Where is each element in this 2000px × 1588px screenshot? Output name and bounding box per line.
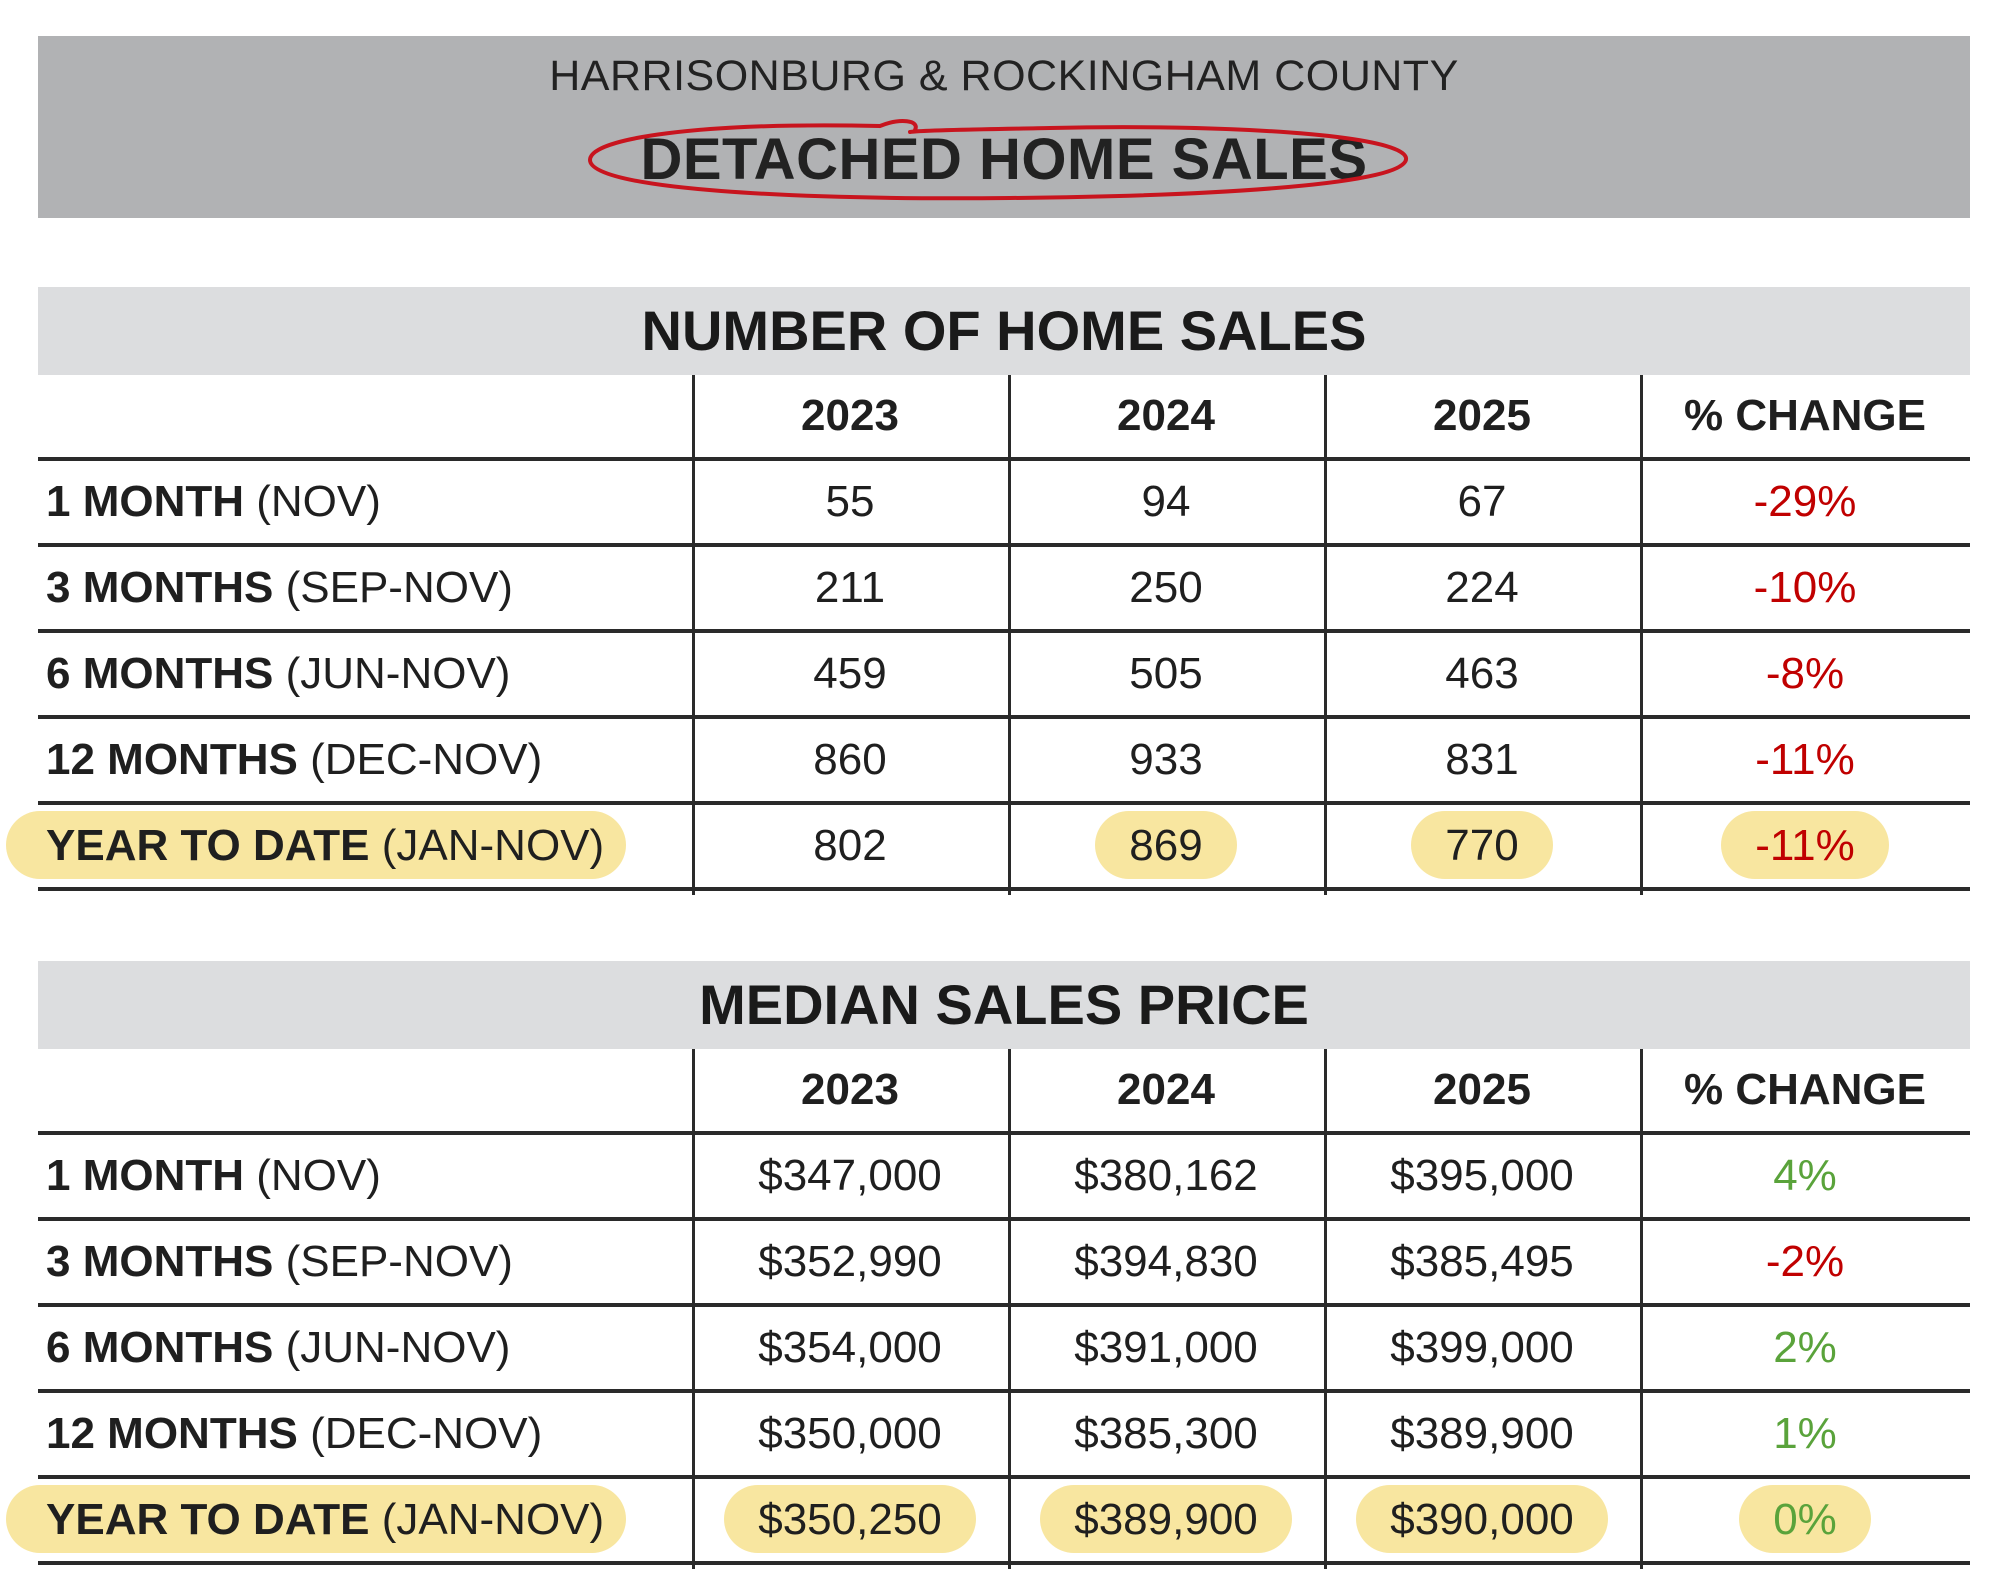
percent-change: -8% [1765,649,1845,698]
table-row: 12 MONTHS (DEC-NOV) $350,000 $385,300 $3… [38,1393,1970,1479]
row-label: 1 MONTH [46,477,244,526]
row-period: (NOV) [256,477,381,526]
row-period: (SEP-NOV) [285,563,513,612]
percent-change: 4% [1773,1151,1837,1200]
sales-table-header: 2023 2024 2025 % CHANGE [38,375,1970,461]
percent-change: -29% [1753,477,1857,526]
column-divider [1324,375,1327,895]
col-header-2024: 2024 [1117,391,1215,440]
price-table: 2023 2024 2025 % CHANGE 1 MONTH (NOV) $3… [5,1049,1970,1569]
value-2025: 831 [1445,735,1519,784]
row-label: 1 MONTH [46,1151,244,1200]
table-row: 3 MONTHS (SEP-NOV) $352,990 $394,830 $38… [38,1221,1970,1307]
col-header-change: % CHANGE [1683,391,1927,440]
column-divider [1324,1049,1327,1569]
percent-change-highlighted: -11% [1721,811,1890,879]
row-label: 6 MONTHS [46,649,274,698]
value-2024: $394,830 [1074,1237,1258,1286]
value-2024-highlighted: 869 [1095,811,1238,879]
row-period: (NOV) [256,1151,381,1200]
value-2024-highlighted: $389,900 [1040,1485,1292,1553]
column-divider [692,1049,695,1569]
highlighted-row-label: YEAR TO DATE (JAN-NOV) [5,811,627,879]
table-row-ytd: YEAR TO DATE (JAN-NOV) $350,250 $389,900… [5,1479,1970,1565]
row-period: (JUN-NOV) [285,1323,511,1372]
row-label: 12 MONTHS [46,1409,298,1458]
table-row-ytd: YEAR TO DATE (JAN-NOV) 802 869 770 -11% [5,805,1970,891]
row-label: 12 MONTHS [46,735,298,784]
header-subtitle: HARRISONBURG & ROCKINGHAM COUNTY [549,52,1459,100]
value-2024: $385,300 [1074,1409,1258,1458]
row-label: YEAR TO DATE [46,1495,370,1544]
value-2024: $391,000 [1074,1323,1258,1372]
row-label: YEAR TO DATE [46,821,370,870]
value-2023: 211 [814,563,886,612]
row-period: (SEP-NOV) [285,1237,513,1286]
value-2023: 459 [813,649,887,698]
value-2025: $395,000 [1390,1151,1574,1200]
value-2023: 860 [813,735,887,784]
column-divider [692,375,695,895]
value-2025: 224 [1445,563,1519,612]
value-2025: $399,000 [1390,1323,1574,1372]
col-header-2025: 2025 [1433,1065,1531,1114]
value-2025: 463 [1445,649,1519,698]
row-label: 3 MONTHS [46,1237,274,1286]
col-header-2025: 2025 [1433,391,1531,440]
percent-change: -11% [1755,735,1855,784]
value-2023: 55 [825,477,875,526]
value-2025-highlighted: $390,000 [1356,1485,1608,1553]
table-row: 1 MONTH (NOV) $347,000 $380,162 $395,000… [38,1135,1970,1221]
col-header-change: % CHANGE [1683,1065,1927,1114]
sales-table: 2023 2024 2025 % CHANGE 1 MONTH (NOV) 55… [5,375,1970,895]
col-header-2023: 2023 [801,1065,899,1114]
table-row: 3 MONTHS (SEP-NOV) 211 250 224 -10% [38,547,1970,633]
value-2024: 94 [1141,477,1191,526]
highlighted-row-label: YEAR TO DATE (JAN-NOV) [5,1485,627,1553]
column-divider [1008,1049,1011,1569]
row-period: (DEC-NOV) [310,1409,543,1458]
sales-section-title: NUMBER OF HOME SALES [38,287,1970,375]
column-divider [1008,375,1011,895]
column-divider [1640,375,1643,895]
value-2025: $389,900 [1390,1409,1574,1458]
header-title: DETACHED HOME SALES [640,127,1368,192]
row-period: (JAN-NOV) [381,1495,605,1544]
value-2025-highlighted: 770 [1411,811,1554,879]
percent-change: -10% [1753,563,1857,612]
value-2024: $380,162 [1074,1151,1258,1200]
row-period: (DEC-NOV) [310,735,543,784]
value-2025: 67 [1457,477,1507,526]
table-row: 6 MONTHS (JUN-NOV) $354,000 $391,000 $39… [38,1307,1970,1393]
col-header-2023: 2023 [801,391,899,440]
value-2023: $347,000 [758,1151,942,1200]
value-2023: $350,000 [758,1409,942,1458]
column-divider [1640,1049,1643,1569]
value-2024: 933 [1129,735,1203,784]
value-2024: 250 [1129,563,1203,612]
value-2025: $385,495 [1390,1237,1574,1286]
value-2023: 802 [813,821,887,870]
percent-change-highlighted: 0% [1739,1485,1871,1553]
value-2023: $354,000 [758,1323,942,1372]
row-period: (JUN-NOV) [285,649,511,698]
row-label: 6 MONTHS [46,1323,274,1372]
col-header-2024: 2024 [1117,1065,1215,1114]
price-section-title: MEDIAN SALES PRICE [38,961,1970,1049]
table-row: 6 MONTHS (JUN-NOV) 459 505 463 -8% [38,633,1970,719]
table-row: 1 MONTH (NOV) 55 94 67 -29% [38,461,1970,547]
report-header: HARRISONBURG & ROCKINGHAM COUNTY DETACHE… [38,36,1970,218]
row-period: (JAN-NOV) [381,821,605,870]
percent-change: 2% [1773,1323,1837,1372]
value-2024: 505 [1129,649,1203,698]
value-2023-highlighted: $350,250 [724,1485,976,1553]
percent-change: 1% [1773,1409,1837,1458]
value-2023: $352,990 [758,1237,942,1286]
table-row: 12 MONTHS (DEC-NOV) 860 933 831 -11% [38,719,1970,805]
price-table-header: 2023 2024 2025 % CHANGE [38,1049,1970,1135]
row-label: 3 MONTHS [46,563,274,612]
percent-change: -2% [1765,1237,1845,1286]
